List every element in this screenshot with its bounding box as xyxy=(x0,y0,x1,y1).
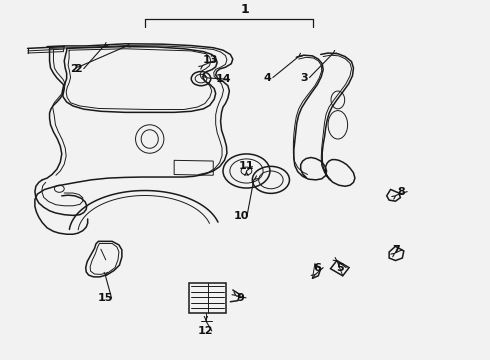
Text: 3: 3 xyxy=(300,73,307,82)
Text: 13: 13 xyxy=(203,55,219,65)
Text: 1: 1 xyxy=(241,4,249,17)
Text: 7: 7 xyxy=(392,245,400,255)
Text: 12: 12 xyxy=(198,326,214,336)
Text: 15: 15 xyxy=(98,293,113,303)
Text: 14: 14 xyxy=(215,74,231,84)
Text: 2: 2 xyxy=(70,64,78,74)
Text: 10: 10 xyxy=(233,211,249,221)
Text: 11: 11 xyxy=(239,161,254,171)
Text: 9: 9 xyxy=(236,293,244,303)
Text: 4: 4 xyxy=(263,73,271,82)
Text: 2: 2 xyxy=(74,64,82,74)
Text: 5: 5 xyxy=(337,263,344,273)
Text: 6: 6 xyxy=(314,263,321,273)
Text: 8: 8 xyxy=(397,186,405,197)
